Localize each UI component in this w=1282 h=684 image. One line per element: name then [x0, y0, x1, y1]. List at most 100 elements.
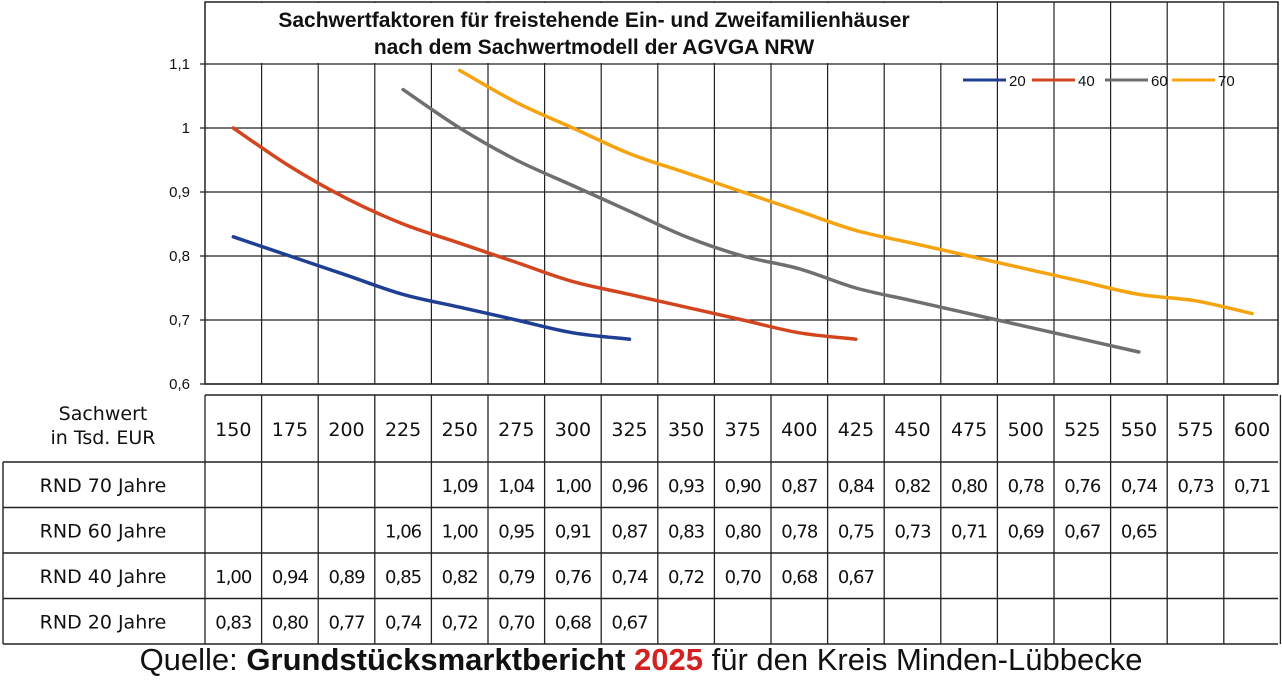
table-column-header: 525	[1064, 419, 1100, 441]
table-cell: 0,71	[1234, 476, 1270, 497]
table-column-header: 375	[725, 419, 761, 441]
y-tick-label: 0,7	[169, 312, 190, 329]
table-cell: 0,70	[725, 567, 762, 588]
table-cell: 1,00	[555, 476, 592, 497]
table-cell: 0,87	[781, 476, 817, 497]
legend-label-40: 40	[1078, 73, 1095, 90]
table-cell: 1,09	[442, 476, 479, 497]
table-cell: 0,65	[1121, 521, 1157, 542]
table-header-label: in Tsd. EUR	[51, 427, 156, 449]
legend-label-70: 70	[1218, 73, 1235, 90]
y-tick-label: 0,8	[169, 248, 190, 265]
table-column-header: 275	[498, 419, 534, 441]
source-suffix: für den Kreis Minden-Lübbecke	[711, 642, 1143, 677]
table-cell: 0,78	[1008, 476, 1045, 497]
table-cell: 0,96	[611, 476, 648, 497]
y-tick-label: 1	[182, 120, 190, 137]
table-column-header: 575	[1177, 419, 1213, 441]
source-caption: Quelle: Grundstücksmarktbericht 2025 für…	[0, 642, 1282, 678]
table-cell: 0,84	[838, 476, 875, 497]
table-cell: 1,00	[442, 521, 479, 542]
title-background	[214, 3, 984, 63]
table-cell: 0,76	[555, 567, 592, 588]
table-column-header: 400	[781, 419, 817, 441]
source-year: 2025	[634, 642, 703, 677]
series-line-40	[231, 126, 858, 341]
table-cell: 0,83	[668, 521, 705, 542]
table-column-header: 225	[385, 419, 421, 441]
table-cell: 0,73	[1177, 476, 1214, 497]
table-cell: 0,80	[951, 476, 988, 497]
table-cell: 0,89	[328, 567, 365, 588]
table-cell: 0,77	[328, 612, 364, 633]
table-column-header: 350	[668, 419, 704, 441]
table-row-label: RND 70 Jahre	[40, 475, 167, 497]
table-column-header: 150	[215, 419, 251, 441]
y-tick-label: 1,1	[169, 56, 190, 73]
series-lines	[231, 68, 1254, 354]
table-header-label: Sachwert	[59, 403, 148, 425]
table-cell: 0,95	[498, 521, 534, 542]
table-column-header: 325	[611, 419, 647, 441]
table-cell: 0,94	[272, 567, 309, 588]
table-cell: 0,70	[498, 612, 535, 633]
legend: 20 40 60 70	[963, 73, 1235, 90]
source-report: Grundstücksmarktbericht	[246, 642, 626, 677]
table-column-header: 250	[442, 419, 478, 441]
table-cell: 0,74	[611, 567, 648, 588]
table-row-label: RND 60 Jahre	[40, 520, 167, 542]
table-cell: 0,87	[611, 521, 647, 542]
table-column-header: 175	[272, 419, 308, 441]
table-column-header: 600	[1234, 419, 1270, 441]
table-cell: 0,69	[1008, 521, 1045, 542]
table-cell: 0,80	[272, 612, 309, 633]
table-column-header: 425	[838, 419, 874, 441]
series-line-60	[401, 87, 1141, 354]
chart-title: Sachwertfaktoren für freistehende Ein- u…	[214, 3, 984, 63]
table-cell: 1,04	[498, 476, 535, 497]
table-cell: 0,68	[555, 612, 592, 633]
table-cell: 0,78	[781, 521, 818, 542]
table-cell: 0,83	[215, 612, 252, 633]
table-cell: 0,68	[781, 567, 818, 588]
table-column-header: 550	[1121, 419, 1157, 441]
legend-label-60: 60	[1151, 73, 1168, 90]
table-cell: 0,71	[951, 521, 987, 542]
table-cell: 0,80	[725, 521, 762, 542]
table-cell: 0,74	[385, 612, 422, 633]
table-cell: 0,73	[894, 521, 931, 542]
table-cell: 0,82	[894, 476, 930, 497]
table-cell: 0,79	[498, 567, 535, 588]
table-cell: 0,72	[668, 567, 704, 588]
table-cell: 0,72	[442, 612, 478, 633]
table-row-label: RND 40 Jahre	[40, 566, 167, 588]
table-column-header: 500	[1008, 419, 1044, 441]
table-cell: 0,90	[725, 476, 762, 497]
table-cell: 0,82	[442, 567, 478, 588]
table-cell: 0,67	[1064, 521, 1100, 542]
table-cell: 0,67	[611, 612, 647, 633]
table-cell: 0,76	[1064, 476, 1101, 497]
table-cell: 0,91	[555, 521, 591, 542]
y-tick-label: 0,9	[169, 184, 190, 201]
title-line-1: Sachwertfaktoren für freistehende Ein- u…	[278, 9, 909, 32]
y-axis-ticks: 0,6 0,7 0,8 0,9 1 1,1	[169, 56, 190, 393]
table-cell: 0,75	[838, 521, 874, 542]
table-column-header: 475	[951, 419, 987, 441]
source-prefix: Quelle:	[139, 642, 247, 677]
legend-label-20: 20	[1009, 73, 1026, 90]
table-row-label: RND 20 Jahre	[40, 611, 167, 633]
series-line-70	[457, 68, 1254, 316]
y-tick-label: 0,6	[169, 376, 190, 393]
table-cell: 1,06	[385, 521, 422, 542]
table-column-header: 300	[555, 419, 591, 441]
table-cell: 0,67	[838, 567, 874, 588]
series-line-20	[231, 235, 632, 341]
table-column-header: 450	[894, 419, 930, 441]
table-cell: 0,74	[1121, 476, 1158, 497]
table-cell: 0,85	[385, 567, 421, 588]
table-column-header: 200	[328, 419, 364, 441]
table-cell: 0,93	[668, 476, 705, 497]
